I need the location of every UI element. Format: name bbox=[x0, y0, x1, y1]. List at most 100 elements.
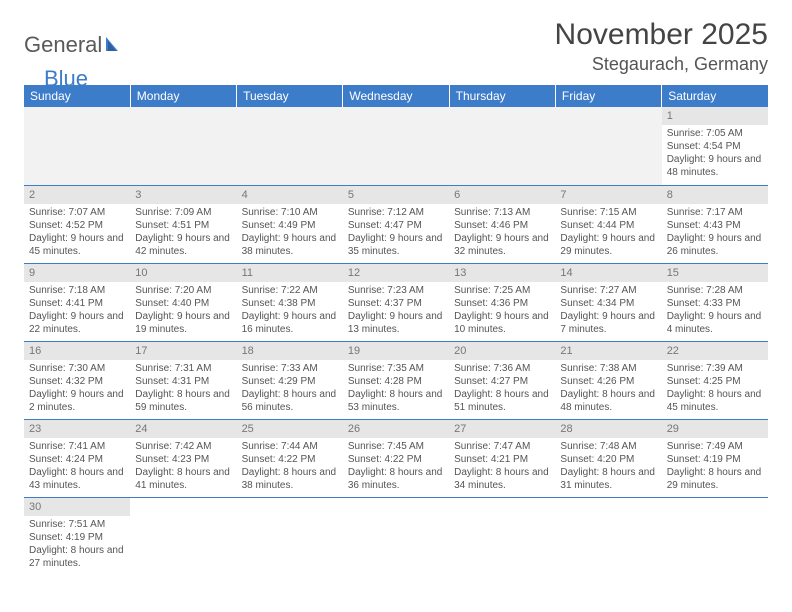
calendar-cell: 7Sunrise: 7:15 AMSunset: 4:44 PMDaylight… bbox=[555, 185, 661, 263]
day-number: 20 bbox=[449, 342, 555, 360]
calendar-cell: 25Sunrise: 7:44 AMSunset: 4:22 PMDayligh… bbox=[237, 419, 343, 497]
sunrise-line: Sunrise: 7:39 AM bbox=[667, 362, 763, 375]
calendar-cell: 23Sunrise: 7:41 AMSunset: 4:24 PMDayligh… bbox=[24, 419, 130, 497]
sunset-line: Sunset: 4:33 PM bbox=[667, 297, 763, 310]
calendar-week-row: 23Sunrise: 7:41 AMSunset: 4:24 PMDayligh… bbox=[24, 419, 768, 497]
logo-sail-icon bbox=[104, 35, 124, 53]
day-body: Sunrise: 7:38 AMSunset: 4:26 PMDaylight:… bbox=[555, 360, 661, 417]
day-number: 2 bbox=[24, 186, 130, 204]
day-body: Sunrise: 7:25 AMSunset: 4:36 PMDaylight:… bbox=[449, 282, 555, 339]
day-body: Sunrise: 7:36 AMSunset: 4:27 PMDaylight:… bbox=[449, 360, 555, 417]
sunrise-line: Sunrise: 7:49 AM bbox=[667, 440, 763, 453]
day-body: Sunrise: 7:33 AMSunset: 4:29 PMDaylight:… bbox=[237, 360, 343, 417]
calendar-cell bbox=[237, 497, 343, 575]
day-body: Sunrise: 7:48 AMSunset: 4:20 PMDaylight:… bbox=[555, 438, 661, 495]
day-body: Sunrise: 7:17 AMSunset: 4:43 PMDaylight:… bbox=[662, 204, 768, 261]
sunset-line: Sunset: 4:40 PM bbox=[135, 297, 231, 310]
day-number: 26 bbox=[343, 420, 449, 438]
daylight-line: Daylight: 8 hours and 51 minutes. bbox=[454, 388, 550, 414]
sunset-line: Sunset: 4:21 PM bbox=[454, 453, 550, 466]
sunrise-line: Sunrise: 7:42 AM bbox=[135, 440, 231, 453]
daylight-line: Daylight: 9 hours and 13 minutes. bbox=[348, 310, 444, 336]
sunrise-line: Sunrise: 7:36 AM bbox=[454, 362, 550, 375]
daylight-line: Daylight: 9 hours and 35 minutes. bbox=[348, 232, 444, 258]
daylight-line: Daylight: 9 hours and 22 minutes. bbox=[29, 310, 125, 336]
daylight-line: Daylight: 9 hours and 45 minutes. bbox=[29, 232, 125, 258]
sunrise-line: Sunrise: 7:41 AM bbox=[29, 440, 125, 453]
sunset-line: Sunset: 4:22 PM bbox=[348, 453, 444, 466]
sunset-line: Sunset: 4:31 PM bbox=[135, 375, 231, 388]
day-number: 11 bbox=[237, 264, 343, 282]
sunset-line: Sunset: 4:32 PM bbox=[29, 375, 125, 388]
sunset-line: Sunset: 4:38 PM bbox=[242, 297, 338, 310]
day-number-empty bbox=[24, 107, 130, 125]
daylight-line: Daylight: 8 hours and 53 minutes. bbox=[348, 388, 444, 414]
daylight-line: Daylight: 8 hours and 48 minutes. bbox=[560, 388, 656, 414]
sunset-line: Sunset: 4:34 PM bbox=[560, 297, 656, 310]
calendar-header-row: SundayMondayTuesdayWednesdayThursdayFrid… bbox=[24, 85, 768, 107]
day-number: 14 bbox=[555, 264, 661, 282]
sunset-line: Sunset: 4:26 PM bbox=[560, 375, 656, 388]
sunrise-line: Sunrise: 7:12 AM bbox=[348, 206, 444, 219]
day-number-empty bbox=[555, 107, 661, 125]
day-body: Sunrise: 7:13 AMSunset: 4:46 PMDaylight:… bbox=[449, 204, 555, 261]
daylight-line: Daylight: 8 hours and 59 minutes. bbox=[135, 388, 231, 414]
daylight-line: Daylight: 9 hours and 48 minutes. bbox=[667, 153, 763, 179]
day-number: 29 bbox=[662, 420, 768, 438]
day-body: Sunrise: 7:39 AMSunset: 4:25 PMDaylight:… bbox=[662, 360, 768, 417]
daylight-line: Daylight: 9 hours and 2 minutes. bbox=[29, 388, 125, 414]
day-body: Sunrise: 7:20 AMSunset: 4:40 PMDaylight:… bbox=[130, 282, 236, 339]
day-body: Sunrise: 7:42 AMSunset: 4:23 PMDaylight:… bbox=[130, 438, 236, 495]
day-number: 7 bbox=[555, 186, 661, 204]
calendar-cell: 3Sunrise: 7:09 AMSunset: 4:51 PMDaylight… bbox=[130, 185, 236, 263]
daylight-line: Daylight: 9 hours and 29 minutes. bbox=[560, 232, 656, 258]
calendar-cell: 21Sunrise: 7:38 AMSunset: 4:26 PMDayligh… bbox=[555, 341, 661, 419]
sunset-line: Sunset: 4:37 PM bbox=[348, 297, 444, 310]
calendar-cell: 6Sunrise: 7:13 AMSunset: 4:46 PMDaylight… bbox=[449, 185, 555, 263]
day-body: Sunrise: 7:07 AMSunset: 4:52 PMDaylight:… bbox=[24, 204, 130, 261]
calendar-cell: 16Sunrise: 7:30 AMSunset: 4:32 PMDayligh… bbox=[24, 341, 130, 419]
sunset-line: Sunset: 4:22 PM bbox=[242, 453, 338, 466]
day-number: 25 bbox=[237, 420, 343, 438]
calendar-header-tuesday: Tuesday bbox=[237, 85, 343, 107]
sunset-line: Sunset: 4:46 PM bbox=[454, 219, 550, 232]
sunrise-line: Sunrise: 7:31 AM bbox=[135, 362, 231, 375]
calendar-cell: 11Sunrise: 7:22 AMSunset: 4:38 PMDayligh… bbox=[237, 263, 343, 341]
calendar-header-thursday: Thursday bbox=[449, 85, 555, 107]
sunset-line: Sunset: 4:51 PM bbox=[135, 219, 231, 232]
calendar-cell: 27Sunrise: 7:47 AMSunset: 4:21 PMDayligh… bbox=[449, 419, 555, 497]
day-body: Sunrise: 7:15 AMSunset: 4:44 PMDaylight:… bbox=[555, 204, 661, 261]
daylight-line: Daylight: 9 hours and 7 minutes. bbox=[560, 310, 656, 336]
day-number: 22 bbox=[662, 342, 768, 360]
daylight-line: Daylight: 9 hours and 38 minutes. bbox=[242, 232, 338, 258]
sunrise-line: Sunrise: 7:17 AM bbox=[667, 206, 763, 219]
sunrise-line: Sunrise: 7:35 AM bbox=[348, 362, 444, 375]
calendar-cell: 20Sunrise: 7:36 AMSunset: 4:27 PMDayligh… bbox=[449, 341, 555, 419]
calendar-cell: 14Sunrise: 7:27 AMSunset: 4:34 PMDayligh… bbox=[555, 263, 661, 341]
day-body: Sunrise: 7:51 AMSunset: 4:19 PMDaylight:… bbox=[24, 516, 130, 573]
day-number: 24 bbox=[130, 420, 236, 438]
calendar-cell: 13Sunrise: 7:25 AMSunset: 4:36 PMDayligh… bbox=[449, 263, 555, 341]
sunrise-line: Sunrise: 7:22 AM bbox=[242, 284, 338, 297]
day-number: 17 bbox=[130, 342, 236, 360]
day-number: 8 bbox=[662, 186, 768, 204]
sunrise-line: Sunrise: 7:38 AM bbox=[560, 362, 656, 375]
sunset-line: Sunset: 4:44 PM bbox=[560, 219, 656, 232]
day-body: Sunrise: 7:22 AMSunset: 4:38 PMDaylight:… bbox=[237, 282, 343, 339]
day-body: Sunrise: 7:45 AMSunset: 4:22 PMDaylight:… bbox=[343, 438, 449, 495]
daylight-line: Daylight: 9 hours and 32 minutes. bbox=[454, 232, 550, 258]
day-number: 6 bbox=[449, 186, 555, 204]
calendar-cell: 8Sunrise: 7:17 AMSunset: 4:43 PMDaylight… bbox=[662, 185, 768, 263]
day-number: 27 bbox=[449, 420, 555, 438]
day-number: 9 bbox=[24, 264, 130, 282]
day-body: Sunrise: 7:44 AMSunset: 4:22 PMDaylight:… bbox=[237, 438, 343, 495]
calendar-week-row: 16Sunrise: 7:30 AMSunset: 4:32 PMDayligh… bbox=[24, 341, 768, 419]
calendar-cell: 15Sunrise: 7:28 AMSunset: 4:33 PMDayligh… bbox=[662, 263, 768, 341]
logo-line2: Blue bbox=[44, 66, 88, 92]
day-body: Sunrise: 7:41 AMSunset: 4:24 PMDaylight:… bbox=[24, 438, 130, 495]
day-number: 21 bbox=[555, 342, 661, 360]
daylight-line: Daylight: 9 hours and 19 minutes. bbox=[135, 310, 231, 336]
sunrise-line: Sunrise: 7:51 AM bbox=[29, 518, 125, 531]
sunrise-line: Sunrise: 7:33 AM bbox=[242, 362, 338, 375]
calendar-week-row: 2Sunrise: 7:07 AMSunset: 4:52 PMDaylight… bbox=[24, 185, 768, 263]
